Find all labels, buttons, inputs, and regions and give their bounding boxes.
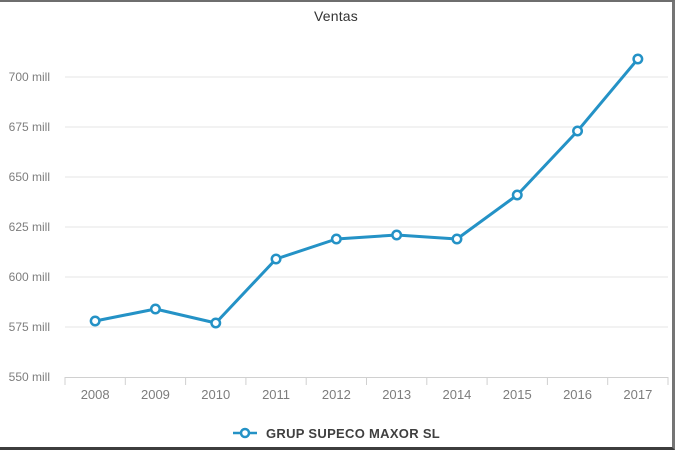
data-point-marker [391, 229, 403, 241]
chart-title: Ventas [313, 8, 358, 24]
data-point-marker [511, 189, 523, 201]
x-tick-label: 2012 [322, 387, 351, 402]
x-tick-label: 2011 [262, 387, 290, 402]
data-point-marker [149, 303, 161, 315]
y-tick-label: 600 mill [9, 270, 50, 284]
x-tick-label: 2008 [81, 387, 110, 402]
x-tick-label: 2015 [503, 387, 532, 402]
data-point-marker [451, 233, 463, 245]
legend-series-label[interactable]: GRUP SUPECO MAXOR SL [265, 425, 441, 441]
data-point-marker [89, 315, 101, 327]
data-point-marker [210, 317, 222, 329]
x-tick-label: 2013 [382, 387, 411, 402]
x-tick-label: 2014 [442, 387, 471, 402]
y-tick-label: 550 mill [9, 370, 50, 384]
data-point-marker [270, 253, 282, 265]
x-tick-label: 2017 [623, 387, 652, 402]
y-tick-label: 650 mill [9, 170, 50, 184]
y-tick-label: 700 mill [9, 70, 50, 84]
legend: GRUP SUPECO MAXOR SL [0, 420, 672, 446]
data-point-marker [632, 53, 644, 65]
data-point-marker [330, 233, 342, 245]
legend-series-marker-icon[interactable] [232, 426, 258, 440]
y-tick-label: 575 mill [9, 320, 50, 334]
series-line [93, 57, 640, 325]
x-tick-label: 2010 [201, 387, 230, 402]
x-tick-label: 2009 [141, 387, 170, 402]
y-tick-label: 675 mill [9, 120, 50, 134]
ventas-line-chart: 550 mill 575 mill 600 mill 625 mill 650 mill… [9, 53, 669, 402]
y-tick-label: 625 mill [9, 220, 50, 234]
x-tick-label: 2016 [563, 387, 592, 402]
data-point-marker [572, 125, 584, 137]
